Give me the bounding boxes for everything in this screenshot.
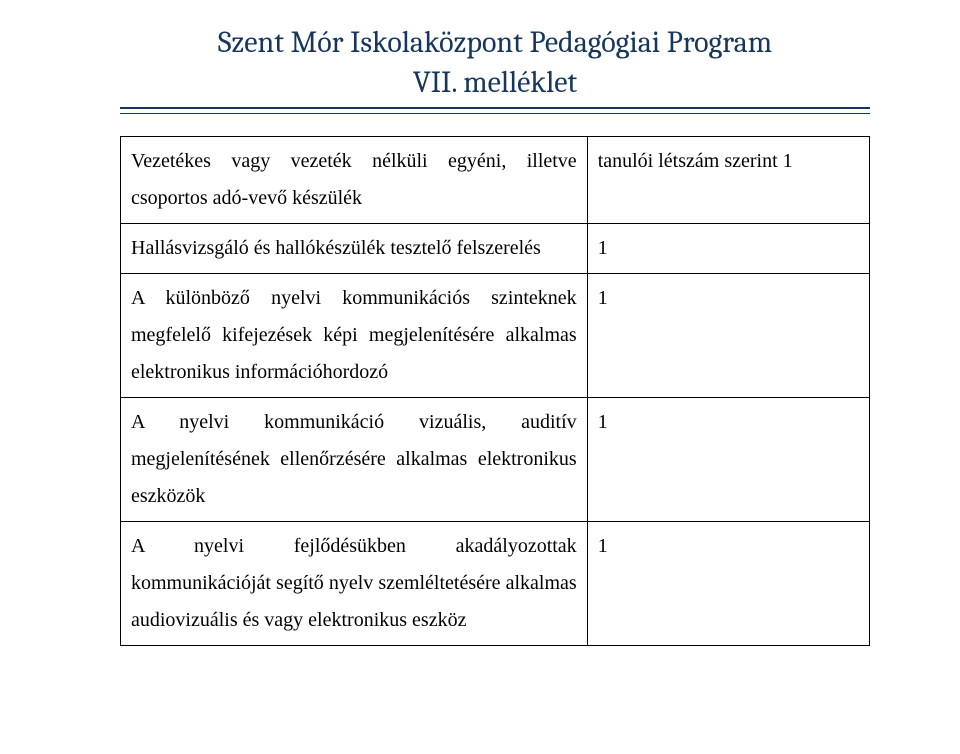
cell-item: Vezetékes vagy vezeték nélküli egyéni, i… (121, 137, 588, 224)
cell-qty: 1 (587, 398, 869, 522)
cell-item: Hallásvizsgáló és hallókészülék tesztelő… (121, 224, 588, 274)
cell-item: A különböző nyelvi kommunikációs szintek… (121, 274, 588, 398)
table-row: Vezetékes vagy vezeték nélküli egyéni, i… (121, 137, 870, 224)
cell-item: A nyelvi kommunikáció vizuális, auditív … (121, 398, 588, 522)
cell-qty: 1 (587, 274, 869, 398)
table-row: Hallásvizsgáló és hallókészülék tesztelő… (121, 224, 870, 274)
table-row: A különböző nyelvi kommunikációs szintek… (121, 274, 870, 398)
cell-item: A nyelvi fejlődésükben akadályozottak ko… (121, 522, 588, 646)
cell-qty: 1 (587, 522, 869, 646)
equipment-table: Vezetékes vagy vezeték nélküli egyéni, i… (120, 136, 870, 646)
page-title: Szent Mór Iskolaközpont Pedagógiai Progr… (120, 24, 870, 62)
header: Szent Mór Iskolaközpont Pedagógiai Progr… (120, 24, 870, 114)
table-row: A nyelvi fejlődésükben akadályozottak ko… (121, 522, 870, 646)
page-subtitle: VII. melléklet (120, 64, 870, 102)
cell-qty: tanulói létszám szerint 1 (587, 137, 869, 224)
page: Szent Mór Iskolaközpont Pedagógiai Progr… (0, 0, 960, 754)
table-row: A nyelvi kommunikáció vizuális, auditív … (121, 398, 870, 522)
cell-qty: 1 (587, 224, 869, 274)
header-rule (120, 107, 870, 114)
